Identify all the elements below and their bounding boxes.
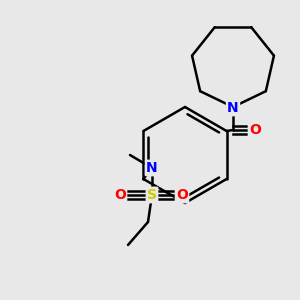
Text: O: O bbox=[114, 188, 126, 202]
Text: O: O bbox=[176, 188, 188, 202]
Text: N: N bbox=[146, 161, 158, 175]
Text: N: N bbox=[227, 101, 239, 115]
Text: S: S bbox=[147, 188, 157, 202]
Text: O: O bbox=[249, 123, 261, 137]
